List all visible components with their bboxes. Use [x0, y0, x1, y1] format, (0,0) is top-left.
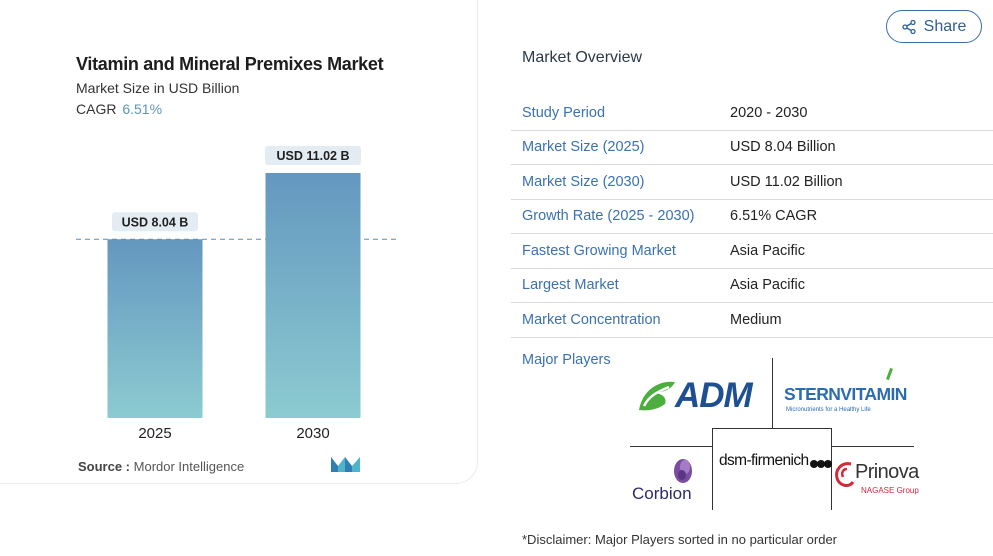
- disclaimer: *Disclaimer: Major Players sorted in no …: [522, 532, 838, 547]
- share-icon: [901, 19, 916, 34]
- row-value: USD 11.02 Billion: [730, 173, 843, 190]
- adm-logo: ADM: [635, 376, 760, 416]
- cagr-label: CAGR: [76, 101, 117, 117]
- x-tick-label: 2030: [296, 425, 329, 442]
- share-label: Share: [923, 17, 967, 35]
- overview-row: Study Period 2020 - 2030: [511, 96, 993, 131]
- row-key: Growth Rate (2025 - 2030): [522, 208, 695, 225]
- adm-wordmark: ADM: [675, 376, 753, 415]
- sternvitamin-accent-icon: [886, 367, 893, 381]
- sternvitamin-tagline: Micronutrients for a Healthy Life: [786, 407, 871, 413]
- overview-row: Market Size (2025) USD 8.04 Billion: [511, 131, 993, 165]
- row-value: 2020 - 2030: [730, 104, 808, 121]
- prinova-swirl-icon: [835, 462, 855, 487]
- prinova-wordmark: Prinova: [855, 461, 919, 483]
- data-label: USD 8.04 B: [122, 215, 189, 229]
- source-value: Mordor Intelligence: [133, 459, 245, 474]
- bar-chart: USD 8.04 B 2025 USD 11.02 B 2030: [76, 146, 396, 442]
- cagr-line: CAGR 6.51%: [76, 101, 162, 117]
- sternvitamin-logo: STERNVITAMIN Micronutrients for a Health…: [784, 367, 914, 418]
- share-button[interactable]: Share: [886, 10, 982, 43]
- data-label-bg: [265, 146, 361, 165]
- row-key: Market Concentration: [522, 311, 661, 328]
- cagr-value: 6.51%: [122, 101, 163, 117]
- overview-row: Market Concentration Medium: [511, 303, 993, 338]
- row-key: Market Size (2030): [522, 173, 645, 190]
- row-value: USD 8.04 Billion: [730, 139, 836, 156]
- row-value: Asia Pacific: [730, 242, 805, 259]
- bar-2030: [265, 173, 361, 418]
- major-players-label: Major Players: [522, 352, 611, 368]
- bar-2025: [107, 239, 203, 418]
- dsm-dots-icon: [810, 460, 832, 468]
- row-value: 6.51% CAGR: [730, 208, 818, 225]
- x-tick-label: 2025: [138, 425, 171, 442]
- major-players-logos: ADM STERNVITAMIN Micronutrients for a He…: [630, 358, 920, 510]
- corbion-mark-icon: [674, 459, 692, 483]
- chart-title: Vitamin and Mineral Premixes Market: [76, 54, 384, 74]
- overview-row: Fastest Growing Market Asia Pacific: [511, 234, 993, 269]
- adm-leaf-icon: [639, 381, 675, 411]
- sternvitamin-wordmark: STERNVITAMIN: [784, 384, 907, 404]
- overview-row: Market Size (2030) USD 11.02 Billion: [511, 165, 993, 200]
- prinova-tagline: NAGASE Group: [861, 486, 919, 495]
- row-key: Study Period: [522, 104, 606, 121]
- overview-row: Largest Market Asia Pacific: [511, 269, 993, 303]
- data-label: USD 11.02 B: [277, 149, 350, 163]
- dsm-firmenich-logo: dsm-firmenich: [716, 450, 832, 480]
- chart-subtitle: Market Size in USD Billion: [76, 80, 240, 96]
- corbion-wordmark: Corbion: [632, 484, 692, 503]
- dsm-firmenich-wordmark: dsm-firmenich: [719, 452, 809, 469]
- corbion-logo: Corbion: [632, 456, 702, 508]
- source-line: Source : Mordor Intelligence: [78, 459, 244, 474]
- row-value: Asia Pacific: [730, 277, 805, 294]
- mordor-intelligence-logo-icon: [331, 457, 360, 472]
- row-key: Fastest Growing Market: [522, 242, 676, 259]
- market-size-card: Vitamin and Mineral Premixes Market Mark…: [0, 0, 478, 484]
- data-label-bg: [112, 212, 198, 232]
- overview-row: Growth Rate (2025 - 2030) 6.51% CAGR: [511, 200, 993, 234]
- source-label: Source :: [78, 459, 131, 474]
- prinova-logo: Prinova NAGASE Group: [833, 458, 919, 500]
- market-overview-title: Market Overview: [522, 49, 643, 66]
- overview-table: Study Period 2020 - 2030 Market Size (20…: [511, 96, 993, 338]
- row-key: Largest Market: [522, 277, 619, 294]
- row-value: Medium: [730, 311, 782, 328]
- row-key: Market Size (2025): [522, 139, 645, 156]
